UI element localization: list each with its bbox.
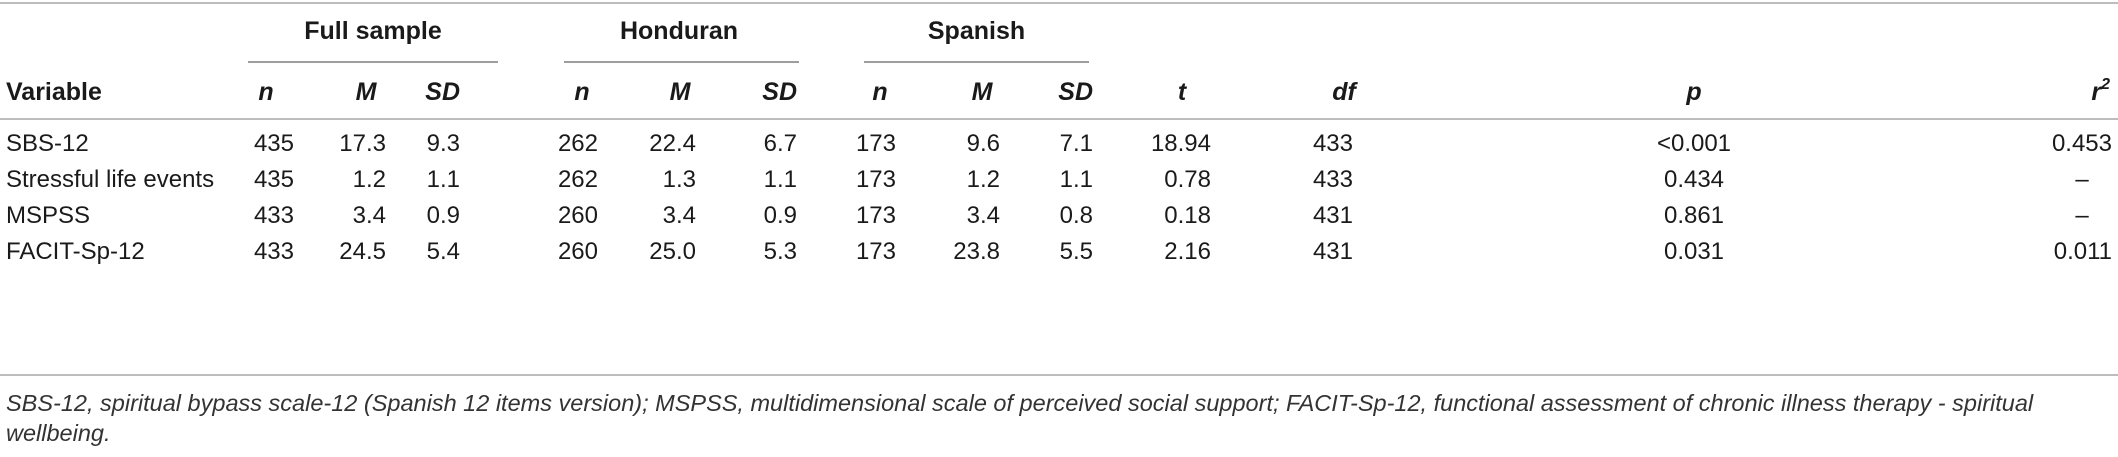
cell-df: 433 [1312,130,1353,157]
column-header-spanish-n: n [872,78,888,106]
cell-full-n: 435 [253,130,294,157]
cell-p: 0.434 [1663,166,1725,193]
row-label: FACIT-Sp-12 [6,238,145,265]
cell-t: 18.94 [1150,130,1211,157]
cell-spanish-m: 9.6 [966,130,1000,157]
cell-spanish-m: 3.4 [966,202,1000,229]
cell-r-squared: – [2075,202,2089,229]
cell-full-m: 17.3 [339,130,386,157]
cell-full-sd: 0.9 [426,202,460,229]
group-rule-full-sample [248,61,498,63]
cell-spanish-sd: 5.5 [1059,238,1093,265]
cell-honduran-m: 1.3 [662,166,696,193]
column-header-spanish-sd: SD [1058,78,1093,106]
row-label: Stressful life events [6,166,215,193]
bottom-rule [0,374,2118,376]
cell-full-m: 3.4 [352,202,386,229]
column-header-t: t [1177,78,1187,106]
cell-honduran-m: 3.4 [662,202,696,229]
cell-full-n: 433 [253,238,294,265]
cell-honduran-n: 260 [557,238,598,265]
cell-full-sd: 1.1 [426,166,460,193]
cell-spanish-m: 23.8 [953,238,1000,265]
cell-honduran-n: 262 [557,130,598,157]
cell-spanish-n: 173 [855,238,896,265]
cell-honduran-n: 262 [557,166,598,193]
column-header-full-n: n [258,78,274,106]
cell-full-m: 24.5 [339,238,386,265]
group-label-spanish: Spanish [927,17,1026,45]
cell-full-sd: 9.3 [426,130,460,157]
cell-spanish-sd: 1.1 [1059,166,1093,193]
cell-spanish-n: 173 [855,166,896,193]
cell-honduran-n: 260 [557,202,598,229]
cell-spanish-sd: 0.8 [1059,202,1093,229]
row-label: MSPSS [6,202,91,229]
row-label: SBS-12 [6,130,89,157]
header-rule [0,118,2118,120]
cell-spanish-sd: 7.1 [1059,130,1093,157]
column-header-p: p [1686,78,1702,106]
cell-df: 433 [1312,166,1353,193]
r-squared-base: r [2091,78,2102,106]
column-header-honduran-sd: SD [762,78,797,106]
cell-honduran-sd: 5.3 [763,238,797,265]
cell-honduran-sd: 6.7 [763,130,797,157]
cell-df: 431 [1312,202,1353,229]
group-rule-honduran [564,61,799,63]
cell-p: 0.031 [1663,238,1725,265]
cell-full-sd: 5.4 [426,238,460,265]
cell-t: 2.16 [1164,238,1211,265]
column-header-variable: Variable [6,78,102,106]
group-rule-spanish [864,61,1089,63]
cell-r-squared: – [2075,166,2089,193]
cell-p: 0.861 [1663,202,1725,229]
table-footnote: SBS-12, spiritual bypass scale-12 (Spani… [6,390,2034,446]
cell-r-squared: 0.453 [2051,130,2112,157]
column-header-full-m: M [355,78,377,106]
cell-honduran-m: 22.4 [649,130,696,157]
column-header-honduran-m: M [669,78,691,106]
cell-full-m: 1.2 [352,166,386,193]
cell-r-squared: 0.011 [2053,238,2112,265]
cell-honduran-sd: 1.1 [763,166,797,193]
cell-spanish-m: 1.2 [966,166,1000,193]
cell-p: <0.001 [1656,130,1732,157]
column-header-df: df [1332,78,1356,106]
cell-df: 431 [1312,238,1353,265]
column-header-spanish-m: M [971,78,993,106]
top-rule [0,2,2118,4]
cell-honduran-m: 25.0 [649,238,696,265]
cell-t: 0.78 [1164,166,1211,193]
cell-t: 0.18 [1164,202,1211,229]
column-header-honduran-n: n [574,78,590,106]
cell-spanish-n: 173 [855,202,896,229]
cell-honduran-sd: 0.9 [763,202,797,229]
cell-full-n: 433 [253,202,294,229]
cell-spanish-n: 173 [855,130,896,157]
column-header-full-sd: SD [425,78,460,106]
column-header-r-squared: r2 [2000,75,2110,107]
cell-full-n: 435 [253,166,294,193]
r-squared-exponent: 2 [2101,75,2110,93]
group-label-honduran: Honduran [619,17,739,45]
group-label-full-sample: Full sample [304,17,442,45]
